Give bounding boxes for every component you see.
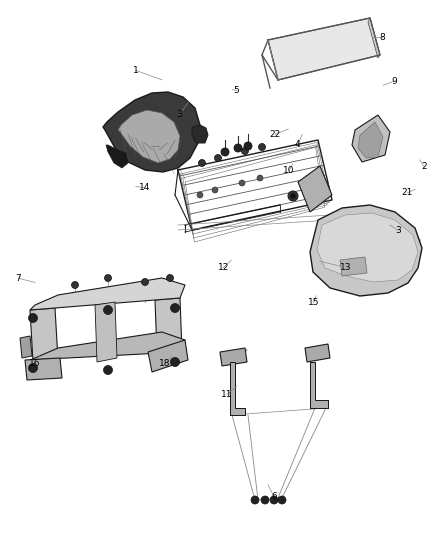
Text: 18: 18 xyxy=(159,359,170,368)
Text: 11: 11 xyxy=(221,390,233,399)
Text: 7: 7 xyxy=(15,274,21,282)
Circle shape xyxy=(251,496,259,504)
Polygon shape xyxy=(340,257,367,276)
Text: 8: 8 xyxy=(379,33,385,42)
Circle shape xyxy=(198,159,205,166)
Polygon shape xyxy=(317,213,418,282)
Polygon shape xyxy=(220,348,247,366)
Circle shape xyxy=(261,496,269,504)
Circle shape xyxy=(215,155,222,161)
Polygon shape xyxy=(30,278,185,310)
Text: 14: 14 xyxy=(139,183,150,192)
Text: 1: 1 xyxy=(133,66,139,75)
Circle shape xyxy=(288,191,298,201)
Polygon shape xyxy=(20,336,32,358)
Polygon shape xyxy=(352,115,390,162)
Circle shape xyxy=(105,274,112,281)
Text: 5: 5 xyxy=(233,86,240,95)
Polygon shape xyxy=(25,358,62,380)
Circle shape xyxy=(241,148,248,155)
Text: 2: 2 xyxy=(421,162,427,171)
Circle shape xyxy=(244,142,252,150)
Polygon shape xyxy=(106,145,128,168)
Circle shape xyxy=(28,313,38,322)
Circle shape xyxy=(258,143,265,150)
Circle shape xyxy=(170,303,180,312)
Text: 21: 21 xyxy=(402,189,413,197)
Polygon shape xyxy=(230,362,245,415)
Circle shape xyxy=(103,305,113,314)
Polygon shape xyxy=(310,362,328,408)
Circle shape xyxy=(71,281,78,288)
Circle shape xyxy=(278,496,286,504)
Polygon shape xyxy=(368,18,380,58)
Polygon shape xyxy=(305,344,330,362)
Polygon shape xyxy=(30,332,185,360)
Text: 15: 15 xyxy=(308,298,319,307)
Circle shape xyxy=(221,148,229,156)
Text: 13: 13 xyxy=(340,263,352,272)
Circle shape xyxy=(141,279,148,286)
Circle shape xyxy=(103,366,113,375)
Circle shape xyxy=(28,364,38,373)
Text: 3: 3 xyxy=(395,226,401,235)
Polygon shape xyxy=(155,298,182,354)
Text: 3: 3 xyxy=(177,110,183,119)
Circle shape xyxy=(197,192,203,198)
Polygon shape xyxy=(118,110,180,163)
Text: 16: 16 xyxy=(29,359,41,368)
Circle shape xyxy=(239,180,245,186)
Text: 9: 9 xyxy=(391,77,397,85)
Text: 12: 12 xyxy=(218,263,229,272)
Polygon shape xyxy=(298,166,332,212)
Circle shape xyxy=(166,274,173,281)
Text: 6: 6 xyxy=(271,492,277,501)
Circle shape xyxy=(270,496,278,504)
Text: 22: 22 xyxy=(269,130,281,139)
Circle shape xyxy=(290,193,296,198)
Circle shape xyxy=(170,358,180,367)
Polygon shape xyxy=(268,18,380,80)
Polygon shape xyxy=(358,122,383,158)
Circle shape xyxy=(257,175,263,181)
Polygon shape xyxy=(310,205,422,296)
Text: 10: 10 xyxy=(283,166,295,175)
Polygon shape xyxy=(148,340,188,372)
Polygon shape xyxy=(95,302,117,362)
Polygon shape xyxy=(30,308,58,362)
Polygon shape xyxy=(192,125,208,143)
Circle shape xyxy=(234,144,242,152)
Polygon shape xyxy=(103,92,200,172)
Circle shape xyxy=(212,187,218,193)
Text: 4: 4 xyxy=(295,141,300,149)
